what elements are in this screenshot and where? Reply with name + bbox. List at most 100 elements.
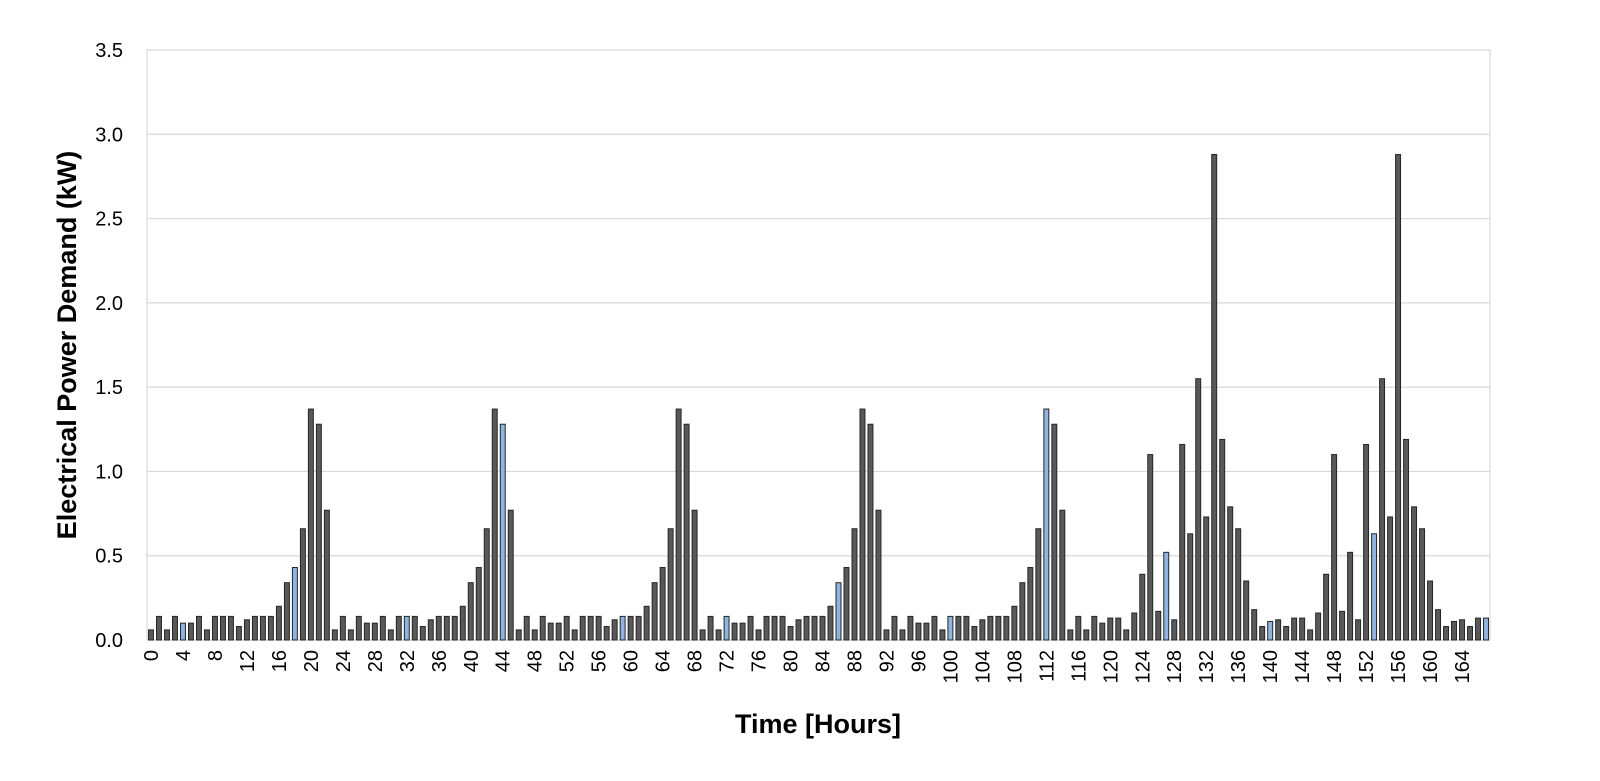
bar-hour-74	[739, 622, 746, 641]
bar-hour-22	[323, 509, 330, 641]
bar-hour-115	[1067, 629, 1074, 641]
x-tick-label: 148	[1324, 650, 1346, 683]
bar-hour-91	[875, 509, 882, 641]
bar-hour-59	[619, 615, 626, 641]
bar-hour-9	[219, 615, 226, 641]
bar-hour-8	[211, 615, 218, 641]
bar-hour-70	[707, 615, 714, 641]
bar-hour-0	[148, 629, 154, 641]
bar-hour-88	[851, 528, 858, 641]
y-tick-label: 3.5	[95, 40, 123, 62]
bar-hour-36	[435, 615, 442, 641]
bar-hour-58	[611, 619, 618, 641]
x-axis-tick-labels: 0 4 8 12 16 20 24 28 32 36 40 44 48 52 56 60 64 68 72 76 80 8…	[141, 650, 1474, 683]
x-tick-label: 136	[1228, 650, 1250, 683]
bar-hour-113	[1051, 423, 1058, 641]
bar-hour-154	[1379, 378, 1386, 641]
bar-hour-49	[539, 615, 546, 641]
plot-area-border	[146, 49, 1491, 641]
bar-hour-141	[1275, 619, 1282, 641]
bar-hour-138	[1251, 609, 1258, 641]
y-tick-label: 0.5	[95, 546, 123, 568]
bar-hour-105	[987, 615, 994, 641]
bar-hour-39	[459, 605, 466, 641]
bar-hour-102	[963, 615, 970, 641]
x-tick-label: 96	[908, 650, 930, 672]
x-tick-label: 40	[461, 650, 483, 672]
x-tick-label: 108	[1004, 650, 1026, 683]
bar-hour-145	[1307, 629, 1314, 641]
x-tick-label: 84	[813, 650, 835, 672]
x-tick-label: 92	[876, 650, 898, 672]
bar-hour-16	[275, 605, 282, 641]
bar-hour-122	[1123, 629, 1130, 641]
x-tick-label: 32	[397, 650, 419, 672]
x-tick-label: 60	[621, 650, 643, 672]
x-tick-label: 72	[717, 650, 739, 672]
bar-hour-166	[1475, 617, 1481, 641]
bar-hour-167	[1483, 617, 1489, 641]
bar-hour-101	[955, 615, 962, 641]
x-tick-label: 140	[1260, 650, 1282, 683]
bar-hour-131	[1195, 378, 1202, 641]
bar-hour-4	[180, 622, 186, 641]
bar-hour-28	[371, 622, 378, 641]
bar-hour-119	[1099, 622, 1106, 641]
bar-hour-103	[971, 626, 978, 641]
bar-hour-12	[243, 619, 250, 641]
bar-hour-146	[1315, 612, 1322, 641]
bar-hour-110	[1027, 567, 1034, 641]
bar-hour-2	[164, 629, 170, 641]
bar-hour-77	[763, 615, 770, 641]
bar-hour-85	[827, 605, 834, 641]
bar-hour-24	[339, 615, 346, 641]
bar-hour-54	[579, 615, 586, 641]
bar-hour-75	[747, 615, 754, 641]
bar-hour-96	[915, 622, 922, 641]
bar-hour-153	[1371, 533, 1378, 641]
bar-hour-73	[731, 622, 738, 641]
bar-hour-69	[699, 629, 706, 641]
bar-hour-7	[203, 629, 210, 641]
bar-hour-14	[259, 615, 266, 641]
x-axis-title: Time [Hours]	[735, 709, 901, 739]
bar-hour-1	[156, 615, 162, 641]
x-tick-label: 24	[333, 650, 355, 672]
x-tick-label: 4	[173, 650, 195, 661]
bar-hour-99	[939, 629, 946, 641]
x-tick-label: 20	[301, 650, 323, 672]
bar-hour-41	[475, 567, 482, 641]
x-tick-label: 152	[1356, 650, 1378, 683]
bar-hour-111	[1035, 528, 1042, 641]
x-tick-label: 120	[1100, 650, 1122, 683]
bar-hour-56	[595, 615, 602, 641]
bar-hour-124	[1139, 573, 1146, 641]
bar-hour-140	[1267, 620, 1274, 641]
bar-hour-81	[795, 619, 802, 641]
x-tick-label: 104	[972, 650, 994, 683]
bar-hour-23	[331, 629, 338, 641]
bar-hour-95	[907, 615, 914, 641]
bar-hour-46	[515, 629, 522, 641]
bar-hour-84	[819, 615, 826, 641]
x-tick-label: 44	[493, 650, 515, 672]
x-tick-label: 132	[1196, 650, 1218, 683]
bar-hour-142	[1283, 626, 1290, 641]
x-tick-label: 36	[429, 650, 451, 672]
bar-hour-114	[1059, 509, 1066, 641]
bar-hour-45	[507, 509, 514, 641]
bar-hour-18	[291, 567, 298, 641]
bar-hour-109	[1019, 582, 1026, 641]
gridlines	[147, 133, 1490, 557]
bar-hour-159	[1419, 528, 1426, 641]
bar-hour-80	[787, 626, 794, 641]
bar-hour-150	[1347, 551, 1354, 641]
bar-hour-25	[347, 629, 354, 641]
bar-hour-129	[1179, 443, 1186, 641]
x-tick-label: 56	[589, 650, 611, 672]
bar-hour-60	[627, 615, 634, 641]
bar-hour-136	[1235, 528, 1242, 641]
x-tick-label: 52	[557, 650, 579, 672]
bar-hour-62	[643, 605, 650, 641]
y-axis-title: Electrical Power Demand (kW)	[52, 151, 82, 540]
